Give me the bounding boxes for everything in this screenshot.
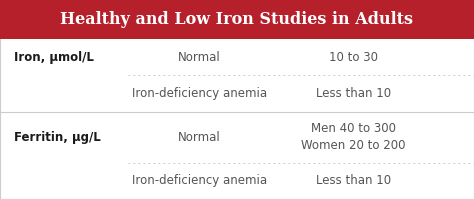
Bar xyxy=(0,0,474,39)
Text: Normal: Normal xyxy=(178,51,220,63)
Text: Iron-deficiency anemia: Iron-deficiency anemia xyxy=(131,87,267,100)
Text: Normal: Normal xyxy=(178,131,220,144)
Text: Ferritin, μg/L: Ferritin, μg/L xyxy=(14,131,101,144)
Text: Less than 10: Less than 10 xyxy=(316,174,391,187)
Text: Iron-deficiency anemia: Iron-deficiency anemia xyxy=(131,174,267,187)
Text: Iron, μmol/L: Iron, μmol/L xyxy=(14,51,94,63)
Text: 10 to 30: 10 to 30 xyxy=(328,51,378,63)
Text: Men 40 to 300
Women 20 to 200: Men 40 to 300 Women 20 to 200 xyxy=(301,122,405,152)
Text: Healthy and Low Iron Studies in Adults: Healthy and Low Iron Studies in Adults xyxy=(61,11,413,28)
Text: Less than 10: Less than 10 xyxy=(316,87,391,100)
